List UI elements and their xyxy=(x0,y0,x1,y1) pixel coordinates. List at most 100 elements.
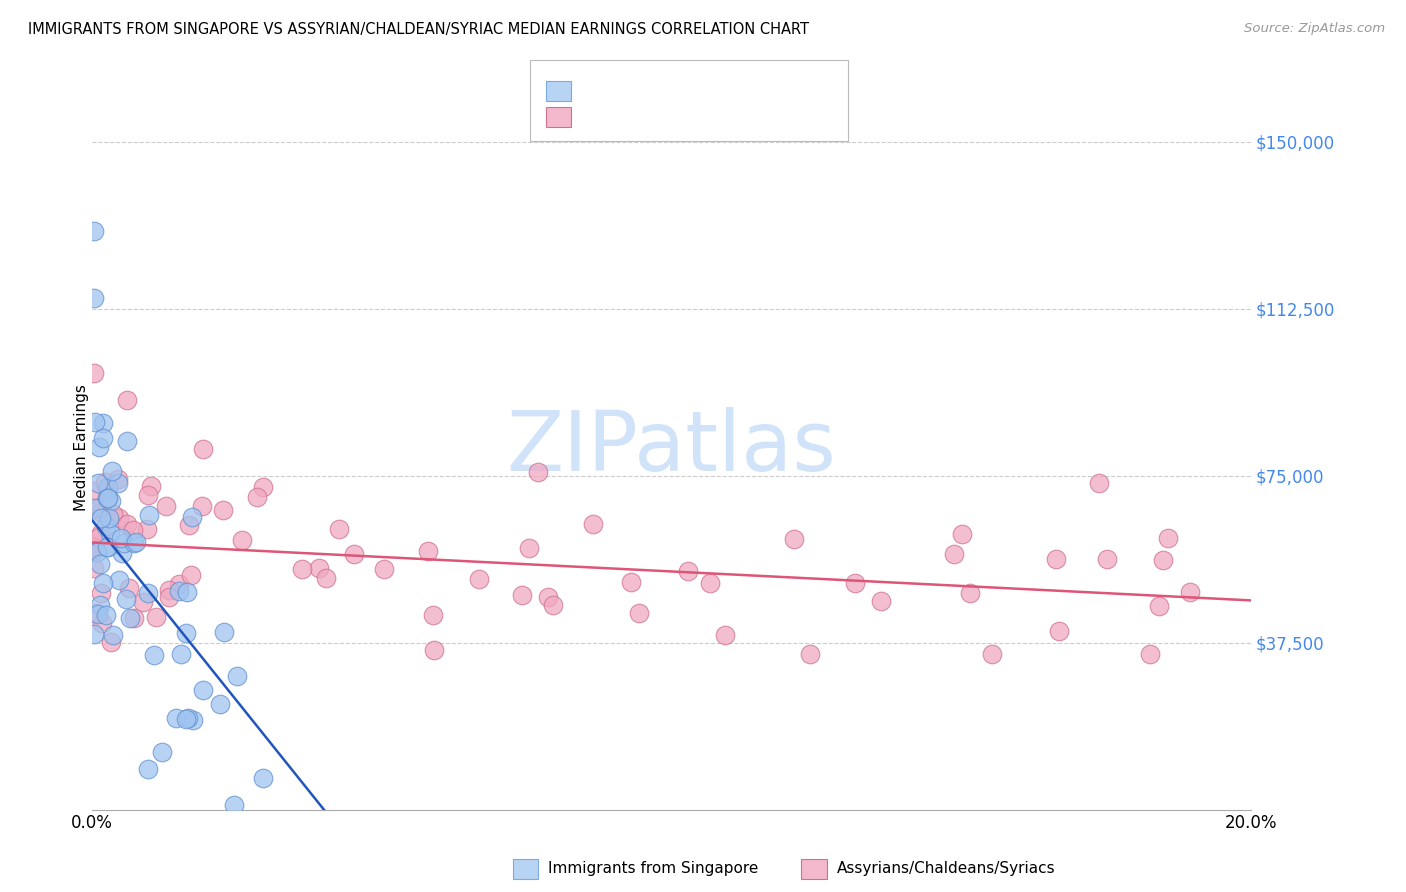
Point xyxy=(84,607,107,621)
Point xyxy=(619,574,641,589)
Point xyxy=(91,431,114,445)
Point xyxy=(422,608,444,623)
Point xyxy=(136,763,159,777)
Point xyxy=(177,711,200,725)
Point xyxy=(115,516,138,531)
Point xyxy=(136,522,159,536)
Point xyxy=(799,647,821,661)
Point xyxy=(118,611,141,625)
Text: ZIPatlas: ZIPatlas xyxy=(506,408,837,489)
Point xyxy=(155,499,177,513)
Point xyxy=(118,581,141,595)
Point xyxy=(959,586,981,600)
Point xyxy=(468,572,491,586)
Point xyxy=(117,434,139,448)
Point xyxy=(416,544,439,558)
Point xyxy=(541,598,564,612)
Text: 57: 57 xyxy=(734,84,755,99)
Point xyxy=(328,523,350,537)
Point xyxy=(942,547,965,561)
Point xyxy=(111,546,134,560)
Point xyxy=(176,585,198,599)
Point xyxy=(423,642,446,657)
Point xyxy=(527,465,550,479)
Point xyxy=(145,610,167,624)
Point xyxy=(83,626,105,640)
Point xyxy=(107,472,129,486)
Point xyxy=(91,575,114,590)
Point xyxy=(108,511,131,525)
Point xyxy=(714,628,737,642)
Point xyxy=(1152,552,1174,566)
Point xyxy=(86,545,108,559)
Point xyxy=(115,592,138,607)
Point xyxy=(87,475,110,490)
Point xyxy=(94,519,117,533)
Point xyxy=(100,494,122,508)
Point xyxy=(510,588,533,602)
Text: -0.507: -0.507 xyxy=(621,84,676,99)
Point xyxy=(167,577,190,591)
Point xyxy=(537,590,560,604)
Point xyxy=(226,669,249,683)
Point xyxy=(308,560,330,574)
Point xyxy=(97,491,120,505)
Point xyxy=(122,523,145,537)
Point xyxy=(582,517,605,532)
Point xyxy=(89,525,111,540)
Point xyxy=(222,798,245,813)
Point xyxy=(157,582,180,597)
Point xyxy=(291,562,314,576)
Point xyxy=(212,503,235,517)
Point xyxy=(139,479,162,493)
Point xyxy=(122,611,145,625)
Point xyxy=(1156,532,1178,546)
Point xyxy=(1088,475,1111,490)
Point xyxy=(94,607,117,622)
Text: N =: N = xyxy=(688,110,731,125)
Point xyxy=(83,367,105,381)
Point xyxy=(124,535,146,549)
Point xyxy=(84,415,107,429)
Point xyxy=(110,531,132,545)
Point xyxy=(103,628,125,642)
Point xyxy=(138,508,160,522)
Text: R =: R = xyxy=(582,110,616,125)
Point xyxy=(231,533,253,548)
Text: 79: 79 xyxy=(734,110,755,125)
Point xyxy=(101,464,124,478)
Text: IMMIGRANTS FROM SINGAPORE VS ASSYRIAN/CHALDEAN/SYRIAC MEDIAN EARNINGS CORRELATIO: IMMIGRANTS FROM SINGAPORE VS ASSYRIAN/CH… xyxy=(28,22,808,37)
Point xyxy=(246,490,269,504)
Point xyxy=(174,712,197,726)
Point xyxy=(87,607,110,621)
Point xyxy=(96,540,118,554)
Point xyxy=(1095,552,1118,566)
Point xyxy=(150,745,173,759)
Point xyxy=(96,491,118,505)
Point xyxy=(132,595,155,609)
Point xyxy=(83,291,105,305)
Point xyxy=(112,536,135,550)
Point xyxy=(180,568,202,582)
Point xyxy=(212,624,235,639)
Point xyxy=(315,571,337,585)
Point xyxy=(91,416,114,430)
Point xyxy=(1147,599,1170,614)
Point xyxy=(1139,647,1161,661)
Text: Source: ZipAtlas.com: Source: ZipAtlas.com xyxy=(1244,22,1385,36)
Point xyxy=(124,535,146,549)
Point xyxy=(190,499,212,513)
Point xyxy=(107,475,129,490)
Point xyxy=(1045,552,1067,566)
Point xyxy=(373,562,395,576)
Point xyxy=(628,606,651,620)
Point xyxy=(136,488,159,502)
Point xyxy=(117,393,139,408)
Point xyxy=(97,479,120,493)
Text: N =: N = xyxy=(688,84,731,99)
Point xyxy=(191,682,214,697)
Point xyxy=(950,527,973,541)
Point xyxy=(90,585,112,599)
Point xyxy=(844,576,866,591)
Point xyxy=(157,590,180,604)
